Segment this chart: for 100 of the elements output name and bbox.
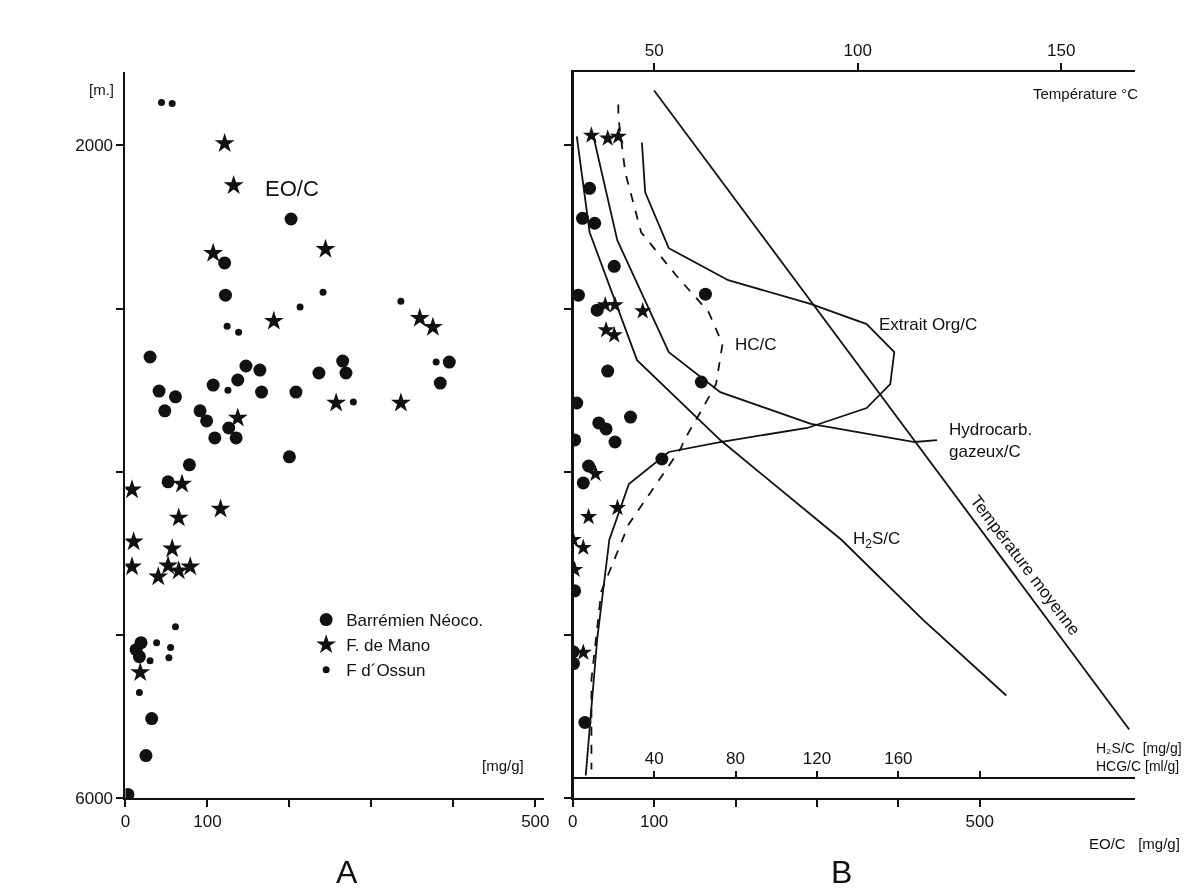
point xyxy=(574,538,592,556)
x-tick-label: 100 xyxy=(193,812,222,832)
x-tick-label: 40 xyxy=(644,749,664,769)
x-tick-label: 120 xyxy=(802,749,832,769)
point xyxy=(180,556,201,576)
point xyxy=(152,384,166,398)
point xyxy=(148,566,169,586)
point xyxy=(145,712,159,726)
point xyxy=(442,355,456,369)
point xyxy=(296,303,304,311)
point xyxy=(223,322,231,330)
point xyxy=(182,458,196,472)
point xyxy=(130,662,151,682)
point xyxy=(390,392,411,412)
annotation: Hydrocarb. gazeux/C xyxy=(949,420,1033,462)
point xyxy=(158,555,179,575)
x-tick-label: 500 xyxy=(521,812,550,832)
point xyxy=(143,350,157,364)
annotation: H$_{2}$S/C xyxy=(853,529,901,551)
point xyxy=(397,297,405,305)
point xyxy=(227,407,248,427)
legend-label: F d´Ossun xyxy=(346,661,426,681)
point xyxy=(214,132,235,152)
point xyxy=(336,354,350,368)
annotation: EO/C xyxy=(265,176,319,201)
legend-label: Barrémien Néoco. xyxy=(346,611,484,631)
x-axis-title: EO/C [mg/g] xyxy=(1089,835,1180,852)
point xyxy=(135,689,143,697)
point xyxy=(158,99,166,107)
point xyxy=(326,392,347,412)
x-tick-label: 160 xyxy=(884,749,913,769)
point xyxy=(422,316,443,336)
point xyxy=(167,643,175,651)
x-tick-label: 80 xyxy=(726,749,746,769)
point xyxy=(601,364,615,378)
point xyxy=(572,288,585,302)
point xyxy=(339,366,353,380)
point xyxy=(193,404,207,418)
x2-axis-title: Température °C xyxy=(1033,85,1139,102)
point xyxy=(235,328,243,336)
point xyxy=(432,358,440,366)
x2-tick-label: 100 xyxy=(843,41,872,61)
y-axis-title: [m.] xyxy=(89,81,114,98)
point xyxy=(433,376,447,390)
point xyxy=(218,288,232,302)
point xyxy=(599,129,617,146)
point xyxy=(698,287,712,301)
point xyxy=(634,302,652,319)
point xyxy=(208,431,222,445)
point xyxy=(607,259,621,273)
x-tick-label: 0 xyxy=(120,812,131,832)
point xyxy=(315,238,336,258)
point xyxy=(599,422,613,436)
point xyxy=(579,507,598,525)
point xyxy=(284,212,298,226)
point xyxy=(158,404,172,418)
point xyxy=(583,181,597,195)
point xyxy=(576,476,590,490)
legend-label: F. de Mano xyxy=(346,636,431,656)
point xyxy=(125,531,144,551)
point xyxy=(161,475,175,489)
x-tick-label: 100 xyxy=(639,812,669,832)
x-tick-label: 0 xyxy=(567,812,578,832)
point xyxy=(255,385,269,399)
point xyxy=(624,410,638,424)
point xyxy=(168,507,189,527)
point xyxy=(223,174,244,194)
point xyxy=(319,288,327,296)
x2-tick-label: 50 xyxy=(644,41,664,61)
point xyxy=(200,414,214,428)
point xyxy=(608,435,622,449)
point xyxy=(263,310,284,330)
point xyxy=(289,385,303,399)
point xyxy=(349,398,357,406)
point xyxy=(146,657,154,665)
point xyxy=(132,650,146,664)
point xyxy=(588,216,602,230)
point xyxy=(172,473,193,493)
x-axis-title: H₂S/C [mg/g] HCG/C [ml/g] xyxy=(1096,740,1182,775)
point xyxy=(239,359,253,373)
x-axis-title: [mg/g] xyxy=(482,757,524,774)
text: A xyxy=(336,854,358,890)
x-tick-label: 500 xyxy=(965,812,994,832)
point xyxy=(162,538,183,558)
point xyxy=(229,431,243,445)
point xyxy=(312,366,326,380)
point xyxy=(153,639,161,647)
point xyxy=(165,654,173,662)
point xyxy=(253,363,267,377)
text: B xyxy=(831,854,853,890)
point xyxy=(231,373,245,387)
point xyxy=(171,623,179,631)
point xyxy=(282,450,296,464)
x2-tick-label: 150 xyxy=(1047,41,1076,61)
point xyxy=(218,256,232,270)
point xyxy=(168,99,176,107)
point xyxy=(206,378,220,392)
point xyxy=(409,307,430,327)
y-tick-label: 6000 xyxy=(75,788,114,808)
point xyxy=(609,127,627,144)
